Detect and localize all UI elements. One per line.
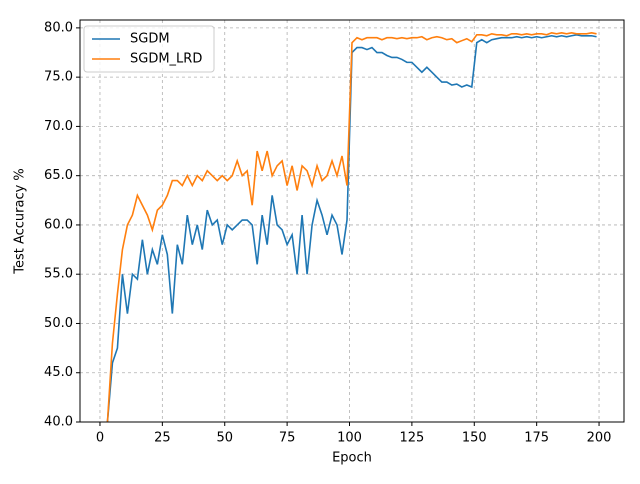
x-tick-label: 200 [587,431,612,446]
y-tick-label: 50.0 [44,316,73,331]
x-tick-label: 125 [399,431,424,446]
y-tick-label: 60.0 [44,217,73,232]
series-line [106,31,597,422]
y-tick-label: 40.0 [44,415,73,430]
x-tick-label: 25 [154,431,171,446]
legend-label: SGDM [130,32,170,47]
y-axis-label: Test Accuracy % [13,168,28,275]
y-tick-label: 55.0 [44,267,73,282]
y-tick-label: 75.0 [44,70,73,85]
y-tick-label: 45.0 [44,365,73,380]
plot-frame [79,19,625,423]
x-tick-label: 75 [279,431,296,446]
y-tick-label: 65.0 [44,168,73,183]
x-axis-label: Epoch [332,451,372,466]
x-tick-label: 175 [524,431,549,446]
x-tick-label: 100 [337,431,362,446]
y-tick-label: 70.0 [44,119,73,134]
x-tick-label: 50 [216,431,233,446]
y-tick-label: 80.0 [44,20,73,35]
legend-box [83,25,215,73]
x-tick-label: 0 [96,431,104,446]
series-line [106,33,597,422]
legend-label: SGDM_LRD [130,52,202,67]
x-tick-label: 150 [462,431,487,446]
